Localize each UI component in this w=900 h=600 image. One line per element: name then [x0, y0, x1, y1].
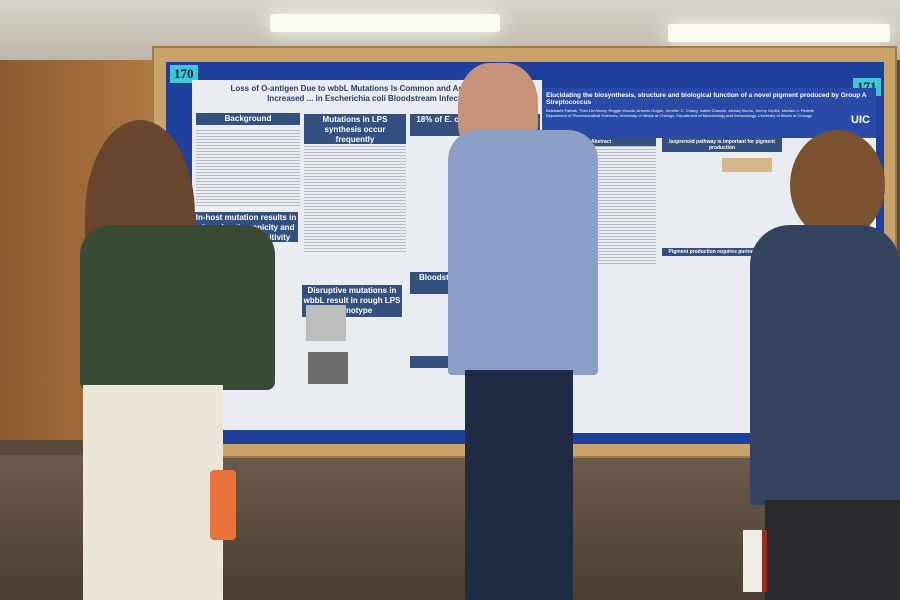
poster-authors: Baishakhi Pathak, Theo DeVinney, Reggie … — [546, 108, 815, 113]
section-heading: Background — [196, 113, 300, 125]
green-sweater — [80, 225, 275, 390]
dark-pants — [765, 500, 900, 600]
ceiling-light — [668, 24, 890, 42]
section-heading: Pigment production requires purine biosy… — [662, 248, 792, 256]
woman-right — [735, 130, 900, 600]
navy-pants — [465, 370, 573, 600]
poster-title: Loss of O-antigen Due to wbbL Mutations … — [230, 84, 514, 103]
white-jeans — [83, 385, 223, 600]
navy-sweater — [750, 225, 900, 505]
pigment-image — [722, 158, 772, 172]
drink-can — [210, 470, 236, 540]
section-heading: Mutations in LPS synthesis occur frequen… — [304, 114, 406, 146]
woman-left — [75, 110, 275, 600]
section-heading: Abstract — [546, 138, 656, 146]
poster-header: Elucidating the biosynthesis, structure … — [542, 88, 876, 138]
book — [743, 530, 767, 592]
ceiling-light — [270, 14, 500, 32]
uic-logo: UIC — [851, 114, 870, 126]
man-center — [440, 55, 600, 600]
table — [304, 144, 406, 254]
poster-affiliation: Department of Pharmaceutical Sciences, U… — [546, 113, 813, 118]
poster-number-170: 170 — [170, 65, 198, 83]
body-text — [196, 128, 300, 208]
poster-title: Elucidating the biosynthesis, structure … — [546, 92, 867, 106]
hair — [790, 130, 885, 240]
blue-shirt — [448, 130, 598, 375]
gel-image — [308, 352, 348, 384]
gel-image — [306, 305, 346, 341]
section-heading: Isoprenoid pathway is important for pigm… — [662, 138, 782, 152]
